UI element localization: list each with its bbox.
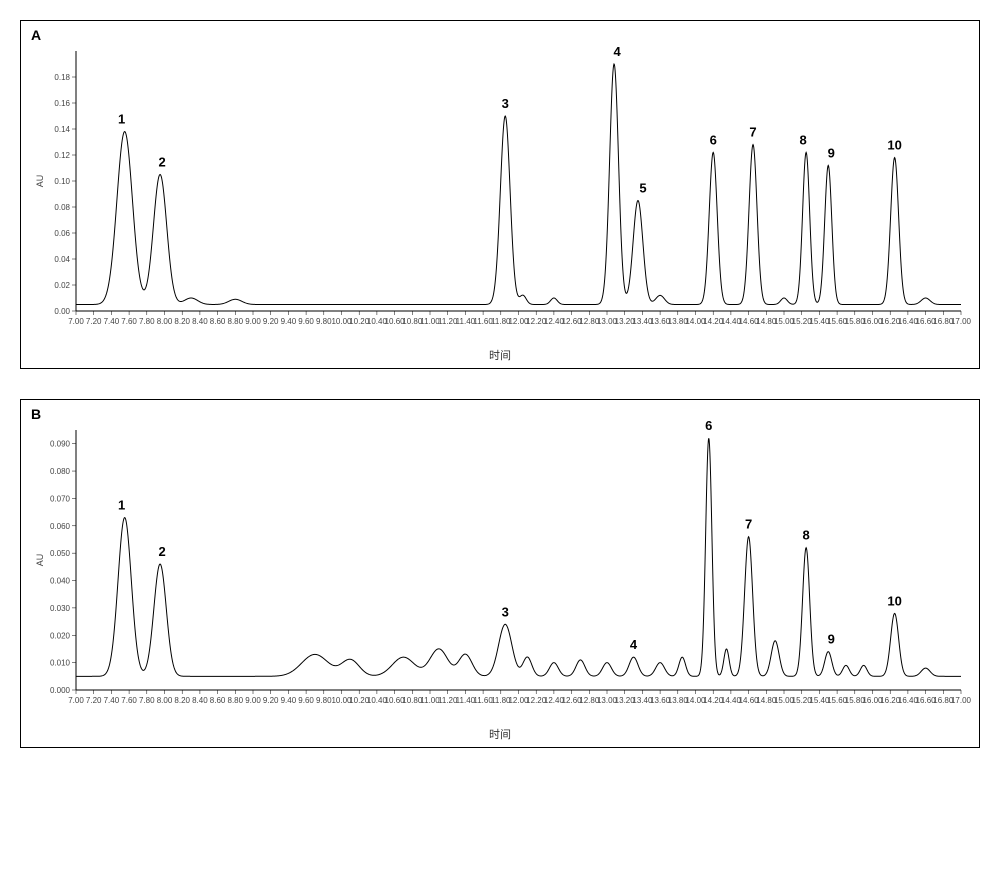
x-tick-label: 9.40 <box>281 696 297 705</box>
x-tick-label: 9.20 <box>263 317 279 326</box>
y-tick-label: 0.080 <box>50 467 71 476</box>
x-axis-title-a: 时间 <box>31 347 969 363</box>
x-tick-label: 7.60 <box>121 317 137 326</box>
peak-label-3: 3 <box>502 604 509 619</box>
y-tick-label: 0.050 <box>50 549 71 558</box>
y-tick-label: 0.06 <box>54 229 70 238</box>
y-tick-label: 0.16 <box>54 99 70 108</box>
x-tick-label: 8.20 <box>174 317 190 326</box>
peak-label-2: 2 <box>158 544 165 559</box>
peak-label-7: 7 <box>749 125 756 140</box>
x-tick-label: 8.60 <box>210 317 226 326</box>
x-tick-label: 8.80 <box>228 317 244 326</box>
y-tick-label: 0.070 <box>50 494 71 503</box>
x-tick-label: 8.60 <box>210 696 226 705</box>
y-tick-label: 0.18 <box>54 73 70 82</box>
y-tick-label: 0.010 <box>50 659 71 668</box>
peak-label-9: 9 <box>828 145 835 160</box>
chromatogram-panel-a: A 7.007.207.407.607.808.008.208.408.608.… <box>20 20 980 369</box>
peak-label-1: 1 <box>118 112 125 127</box>
y-tick-label: 0.10 <box>54 177 70 186</box>
x-tick-label: 7.00 <box>68 317 84 326</box>
y-tick-label: 0.020 <box>50 631 71 640</box>
x-tick-label: 9.80 <box>316 317 332 326</box>
peak-label-4: 4 <box>630 637 638 652</box>
x-tick-label: 7.40 <box>104 317 120 326</box>
x-tick-label: 7.80 <box>139 317 155 326</box>
peak-label-9: 9 <box>828 632 835 647</box>
y-tick-label: 0.04 <box>54 255 70 264</box>
x-tick-label: 7.00 <box>68 696 84 705</box>
y-tick-label: 0.08 <box>54 203 70 212</box>
x-tick-label: 17.00 <box>951 696 971 705</box>
y-tick-label: 0.040 <box>50 577 71 586</box>
x-tick-label: 9.60 <box>298 317 314 326</box>
chromatogram-panel-b: B 7.007.207.407.607.808.008.208.408.608.… <box>20 399 980 748</box>
x-tick-label: 9.40 <box>281 317 297 326</box>
x-tick-label: 9.20 <box>263 696 279 705</box>
y-tick-label: 0.030 <box>50 604 71 613</box>
peak-label-4: 4 <box>613 44 621 59</box>
x-tick-label: 17.00 <box>951 317 971 326</box>
x-tick-label: 8.20 <box>174 696 190 705</box>
x-tick-label: 8.00 <box>157 317 173 326</box>
chromatogram-trace <box>76 64 961 304</box>
x-tick-label: 7.60 <box>121 696 137 705</box>
x-tick-label: 7.20 <box>86 317 102 326</box>
chart-b: 7.007.207.407.607.808.008.208.408.608.80… <box>31 410 969 720</box>
x-axis-title-b: 时间 <box>31 726 969 742</box>
y-tick-label: 0.000 <box>50 686 71 695</box>
x-tick-label: 7.80 <box>139 696 155 705</box>
x-tick-label: 8.00 <box>157 696 173 705</box>
y-tick-label: 0.090 <box>50 440 71 449</box>
y-tick-label: 0.12 <box>54 151 70 160</box>
x-tick-label: 8.40 <box>192 317 208 326</box>
x-tick-label: 7.20 <box>86 696 102 705</box>
y-tick-label: 0.02 <box>54 281 70 290</box>
x-tick-label: 9.00 <box>245 317 261 326</box>
x-tick-label: 9.00 <box>245 696 261 705</box>
peak-label-3: 3 <box>502 96 509 111</box>
x-tick-label: 9.80 <box>316 696 332 705</box>
peak-label-10: 10 <box>887 138 901 153</box>
y-axis-unit: AU <box>35 554 45 567</box>
peak-label-6: 6 <box>710 132 717 147</box>
peak-label-5: 5 <box>639 181 646 196</box>
x-tick-label: 9.60 <box>298 696 314 705</box>
peak-label-8: 8 <box>800 132 807 147</box>
chart-a: 7.007.207.407.607.808.008.208.408.608.80… <box>31 31 969 341</box>
peak-label-1: 1 <box>118 498 125 513</box>
peak-label-2: 2 <box>158 155 165 170</box>
x-tick-label: 8.40 <box>192 696 208 705</box>
x-tick-label: 8.80 <box>228 696 244 705</box>
y-axis-unit: AU <box>35 175 45 188</box>
peak-label-6: 6 <box>705 418 712 433</box>
peak-label-10: 10 <box>887 593 901 608</box>
x-tick-label: 7.40 <box>104 696 120 705</box>
peak-label-8: 8 <box>803 528 810 543</box>
y-tick-label: 0.060 <box>50 522 71 531</box>
peak-label-7: 7 <box>745 517 752 532</box>
y-tick-label: 0.14 <box>54 125 70 134</box>
y-tick-label: 0.00 <box>54 307 70 316</box>
